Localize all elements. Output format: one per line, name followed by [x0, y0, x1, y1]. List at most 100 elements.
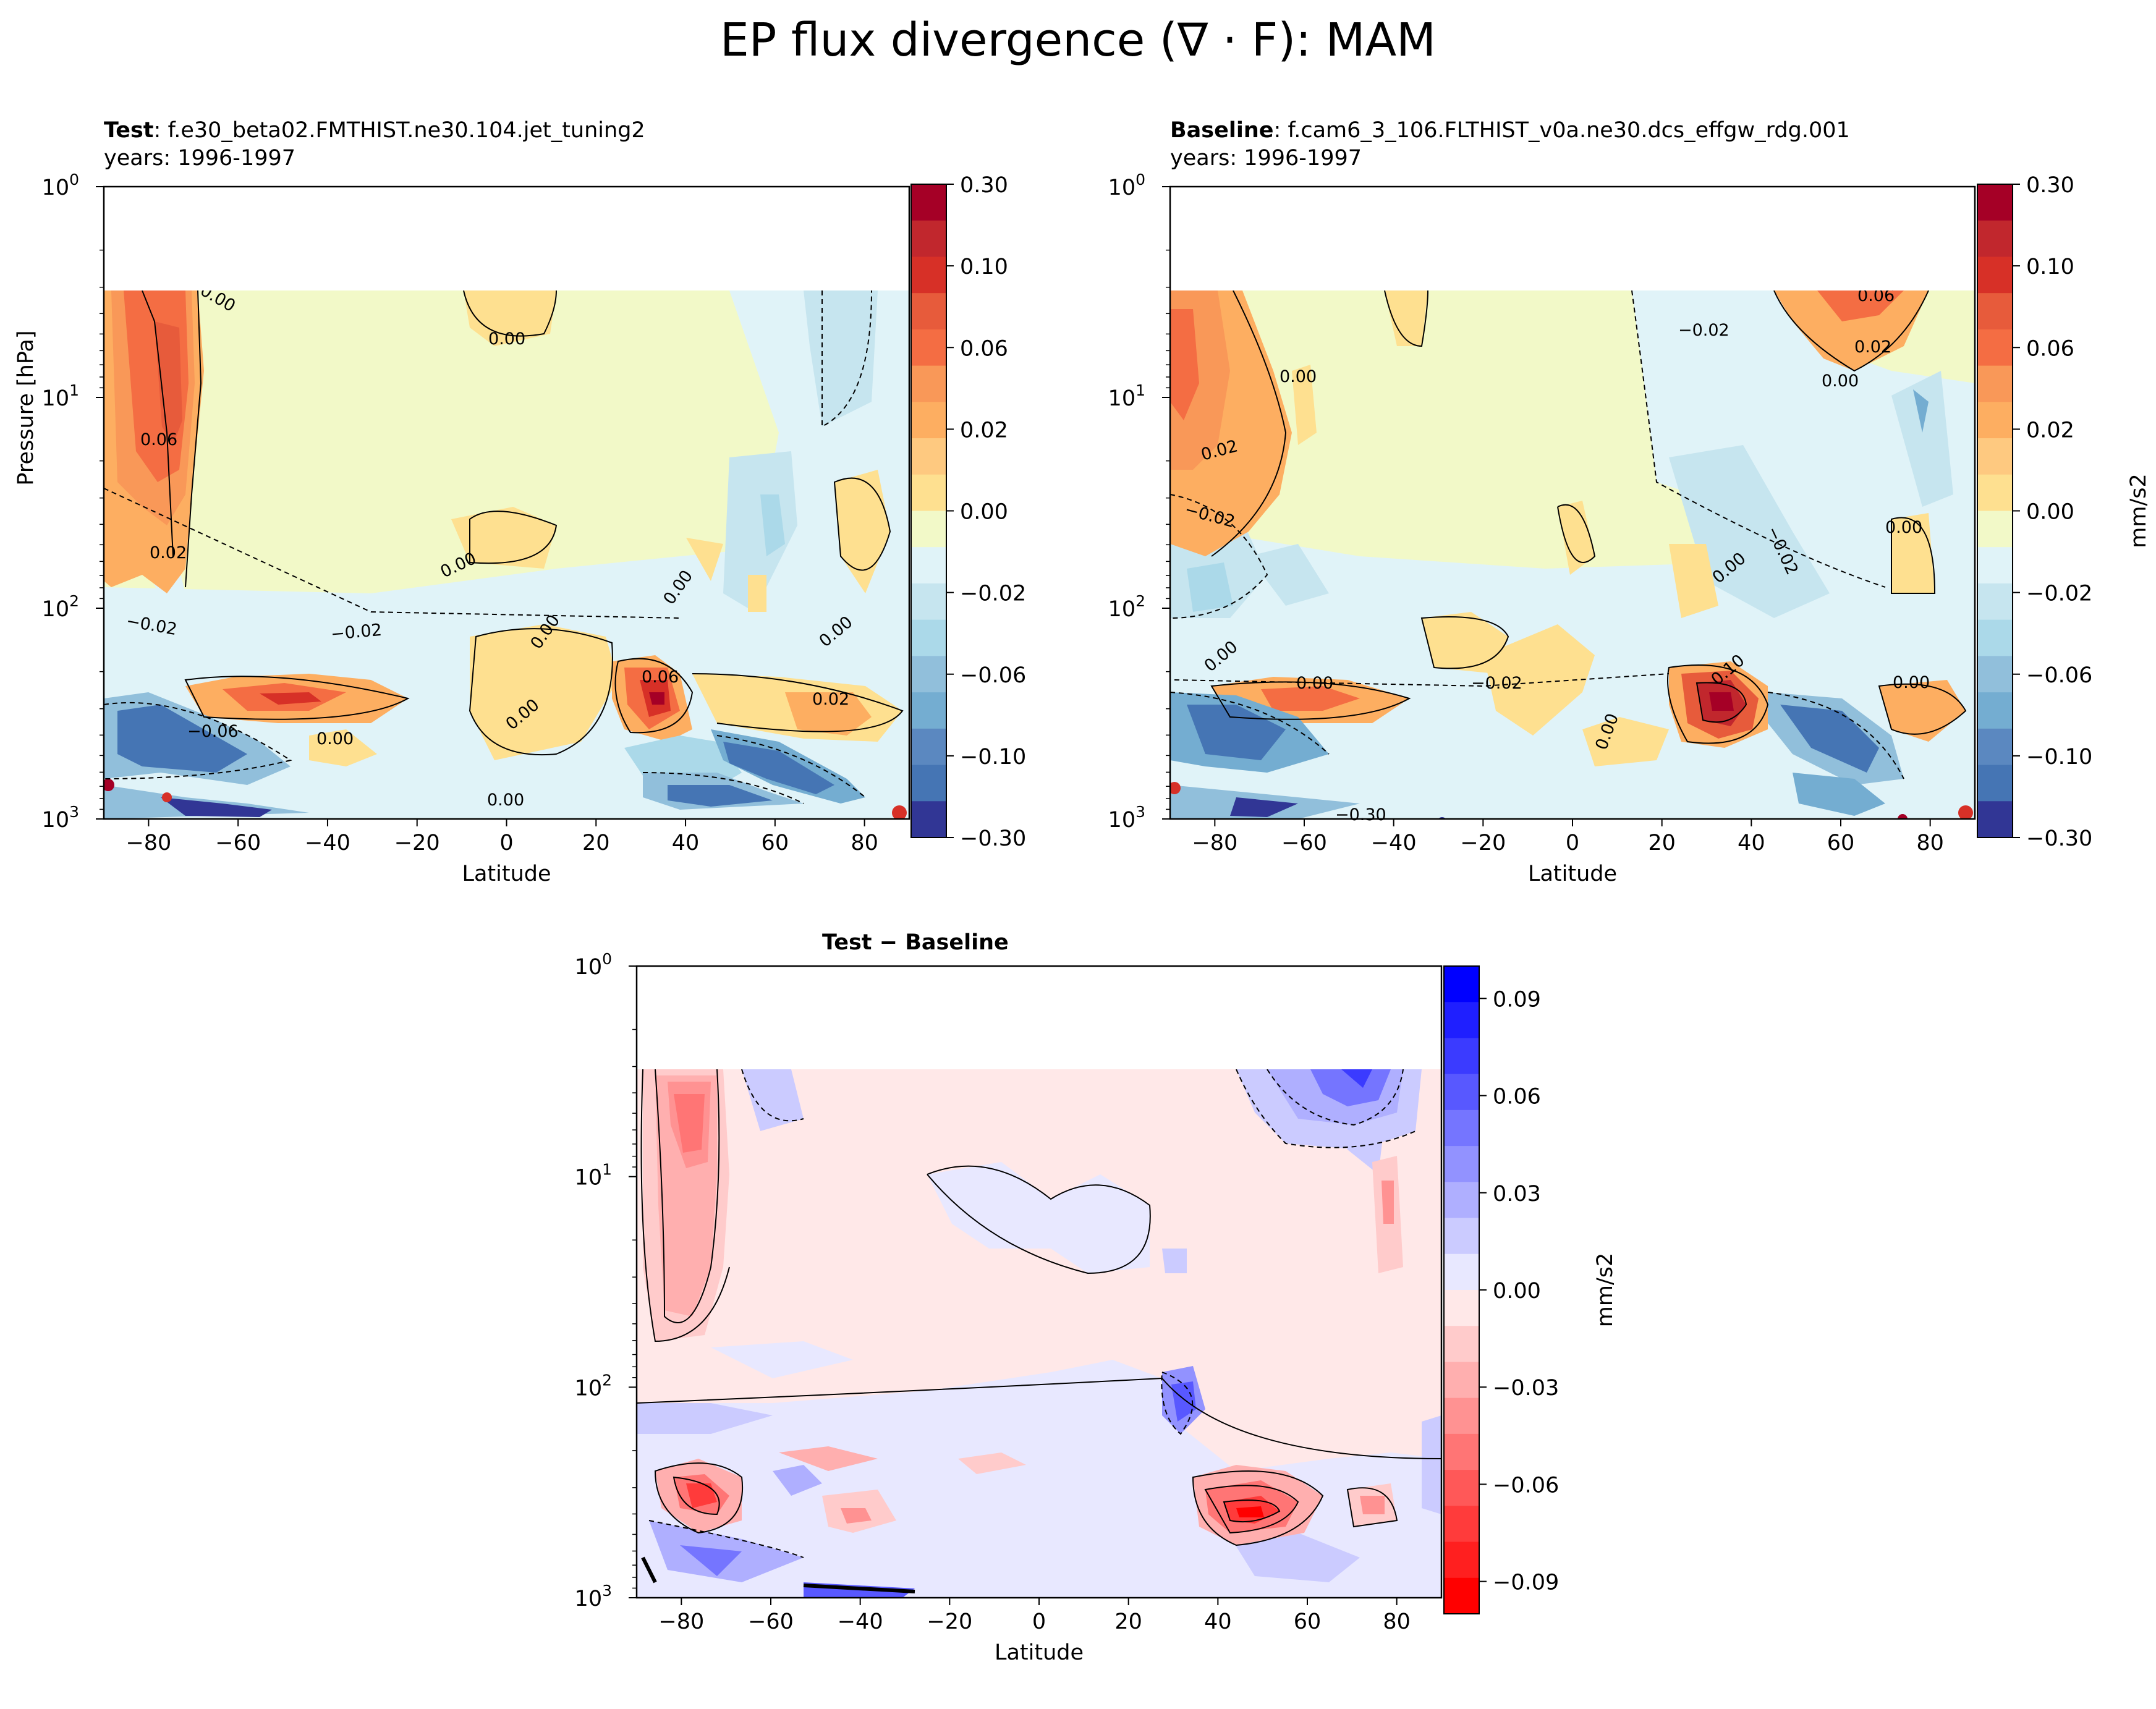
- x-tick-label: −20: [1460, 831, 1506, 855]
- y-tick-label: 101: [42, 381, 79, 411]
- x-tick-label: 60: [1294, 1609, 1322, 1634]
- colorbar-swatch: [911, 293, 946, 330]
- y-tick-label: 101: [1108, 381, 1145, 411]
- colorbar-swatch: [911, 547, 946, 584]
- colorbar-swatch: [911, 765, 946, 802]
- baseline-plot-area: 0.06 −0.02 0.02 0.00 0.00 0.02 −0.02 0.0…: [1169, 185, 1976, 825]
- x-axis-label: Latitude: [1528, 862, 1617, 886]
- x-tick-label: 20: [1114, 1609, 1142, 1634]
- colorbar-tick-label: 0.06: [1493, 1085, 1541, 1109]
- x-tick-label: 40: [672, 831, 700, 855]
- colorbar-tick-label: 0.09: [1493, 987, 1541, 1012]
- colorbar-swatch: [1444, 1002, 1479, 1038]
- colorbar-swatch: [911, 365, 946, 402]
- colorbar-tick-label: 0.00: [1493, 1279, 1541, 1304]
- contour-label: 0.00: [1893, 673, 1930, 692]
- colorbar-tick-label: −0.09: [1493, 1571, 1559, 1595]
- x-tick-label: −60: [1281, 831, 1327, 855]
- contour-label: 0.02: [150, 543, 187, 562]
- contour-label: −0.02: [330, 621, 383, 644]
- x-tick-label: 80: [851, 831, 878, 855]
- contour-label: 0.06: [642, 668, 679, 687]
- contour-label: −0.02: [1471, 674, 1522, 693]
- colorbar-tick-label: 0.00: [960, 500, 1008, 525]
- figure-title: EP flux divergence (∇ · F): MAM: [720, 14, 1436, 67]
- colorbar-swatch: [1444, 1146, 1479, 1182]
- colorbar-swatch: [1977, 511, 2013, 548]
- colorbar-swatch: [1977, 365, 2013, 402]
- colorbar-swatch: [1977, 619, 2013, 656]
- colorbar-swatch: [1444, 1326, 1479, 1362]
- contour-label: 0.02: [1854, 337, 1891, 357]
- x-tick-label: −20: [394, 831, 440, 855]
- test-label: Test: [104, 118, 154, 143]
- colorbar-label: mm/s2: [1593, 1253, 1618, 1327]
- colorbar-swatch: [1444, 1397, 1479, 1435]
- colorbar-swatch: [911, 511, 946, 548]
- colorbar-swatch: [911, 656, 946, 693]
- x-tick-label: −80: [658, 1609, 704, 1634]
- colorbar-swatch: [1977, 257, 2013, 294]
- colorbar-swatch: [1444, 1577, 1479, 1614]
- colorbar-tick-label: 0.06: [2026, 336, 2074, 361]
- contour-label: −0.06: [187, 722, 239, 741]
- test-years: years: 1996-1997: [104, 146, 296, 171]
- x-tick-label: 0: [499, 831, 513, 855]
- colorbar-swatch: [911, 329, 946, 367]
- x-tick-label: 20: [582, 831, 610, 855]
- colorbar-swatch: [1444, 1290, 1479, 1326]
- colorbar-swatch: [1444, 1038, 1479, 1075]
- colorbar-swatch: [911, 220, 946, 257]
- contour-label: 0.00: [487, 791, 524, 810]
- x-tick-label: 40: [1738, 831, 1765, 855]
- y-tick-label: 102: [575, 1371, 612, 1401]
- contour-label: 0.06: [140, 430, 177, 449]
- colorbar-tick-label: −0.10: [2026, 745, 2092, 770]
- colorbar-swatch: [1977, 293, 2013, 330]
- x-tick-label: 60: [1827, 831, 1855, 855]
- colorbar-swatch: [1444, 1182, 1479, 1219]
- x-tick-label: 60: [762, 831, 789, 855]
- test-colorbar: 0.30 0.10 0.06 0.02 0.00 −0.02 −0.06 −0.10 −0.30: [910, 173, 1026, 851]
- colorbar-swatch: [1977, 220, 2013, 257]
- colorbar-tick-label: −0.10: [960, 745, 1026, 770]
- y-tick-label: 103: [42, 803, 79, 833]
- colorbar-swatch: [911, 728, 946, 766]
- test-case-name: : f.e30_beta02.FMTHIST.ne30.104.jet_tuni…: [153, 118, 645, 143]
- colorbar-tick-label: 0.30: [960, 173, 1008, 198]
- colorbar-tick-label: 0.30: [2026, 173, 2074, 198]
- x-axis-label: Latitude: [995, 1640, 1084, 1665]
- colorbar-swatch: [911, 801, 946, 838]
- x-axis-label: Latitude: [462, 862, 551, 886]
- diff-colorbar: 0.09 0.06 0.03 0.00 −0.03 −0.06 −0.09 mm/s2: [1443, 965, 1618, 1614]
- x-tick-label: 20: [1648, 831, 1676, 855]
- colorbar-tick-label: −0.02: [2026, 582, 2092, 606]
- colorbar-swatch: [911, 438, 946, 475]
- contour-label: 0.00: [316, 729, 354, 748]
- colorbar-swatch: [1444, 1433, 1479, 1470]
- baseline-years: years: 1996-1997: [1170, 146, 1362, 171]
- x-tick-label: −40: [305, 831, 350, 855]
- colorbar-swatch: [911, 402, 946, 439]
- colorbar-swatch: [1977, 547, 2013, 584]
- y-axis-label: Pressure [hPa]: [14, 331, 38, 486]
- colorbar-swatch: [1444, 1218, 1479, 1255]
- colorbar-swatch: [1977, 184, 2013, 221]
- colorbar-tick-label: −0.06: [2026, 663, 2092, 688]
- test-contour-lines: [104, 290, 904, 804]
- colorbar-tick-label: 0.06: [960, 336, 1008, 361]
- colorbar-swatch: [911, 619, 946, 656]
- colorbar-tick-label: 0.10: [960, 255, 1008, 279]
- test-plot-area: 0.00 0.00 0.06 0.02 0.00 0.00 0.00 −0.02…: [103, 185, 910, 820]
- colorbar-tick-label: −0.03: [1493, 1376, 1559, 1401]
- x-tick-label: −20: [927, 1609, 972, 1634]
- colorbar-swatch: [911, 474, 946, 511]
- colorbar-swatch: [1444, 1541, 1479, 1579]
- test-contour-fills: [104, 290, 909, 819]
- baseline-panel-title: Baseline: f.cam6_3_106.FLTHIST_v0a.ne30.…: [1170, 117, 1850, 144]
- y-tick-label: 102: [1108, 592, 1145, 622]
- x-tick-label: −60: [215, 831, 261, 855]
- colorbar-swatch: [1977, 402, 2013, 439]
- colorbar-swatch: [1977, 656, 2013, 693]
- x-tick-label: 40: [1204, 1609, 1232, 1634]
